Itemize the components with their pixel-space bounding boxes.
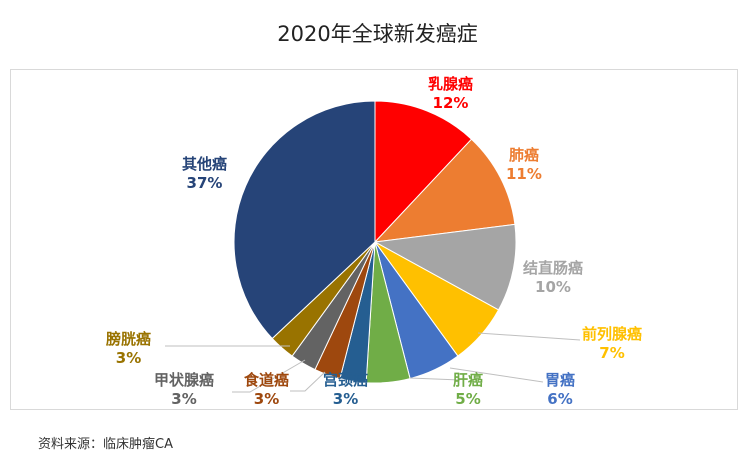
leader-line-liver [409,377,461,381]
pie-slice [373,223,517,311]
label-bladder: 膀胱癌 3% [106,330,151,368]
pie-slice [374,100,473,244]
chart-title: 2020年全球新发癌症 [277,22,478,46]
label-colorectal: 结直肠癌 10% [523,259,583,297]
label-prostate: 前列腺癌 7% [582,325,642,363]
label-pct: 3% [253,390,280,408]
leader-lines [165,332,581,393]
pie-slices [233,100,517,384]
leader-line-esophagus [290,371,326,392]
pie-slice [233,100,376,340]
label-liver: 肝癌 5% [453,371,483,409]
source-note: 资料来源：临床肿瘤CA [38,437,173,452]
label-name: 胃癌 [545,371,576,389]
chart-frame [10,69,738,410]
label-esophagus: 食道癌 3% [244,371,289,409]
label-pct: 11% [506,165,542,183]
label-pct: 3% [171,390,197,408]
label-name: 食道癌 [244,371,290,389]
label-lung: 肺癌 11% [506,146,542,184]
leader-line-stomach [449,367,544,383]
leader-line-prostate [477,332,581,341]
label-pct: 5% [455,390,481,408]
label-name: 宫颈癌 [323,371,369,389]
label-cervical: 宫颈癌 3% [323,371,368,409]
label-name: 结直肠癌 [523,259,584,277]
label-stomach: 胃癌 6% [545,371,575,409]
label-pct: 10% [535,278,571,296]
label-thyroid: 甲状腺癌 3% [154,371,214,409]
label-pct: 7% [599,344,625,362]
label-pct: 37% [186,174,223,192]
label-name: 肺癌 [508,146,539,164]
label-other: 其他癌 37% [182,155,227,193]
label-name: 乳腺癌 [428,75,474,93]
pie-slice [373,138,516,243]
label-name: 前列腺癌 [582,325,643,343]
label-pct: 12% [432,94,469,112]
label-pct: 6% [547,390,573,408]
label-name: 其他癌 [182,155,228,173]
label-pct: 3% [332,390,359,408]
label-name: 肝癌 [453,371,484,389]
label-pct: 3% [115,349,142,367]
label-breast: 乳腺癌 12% [428,75,473,113]
leader-line-thyroid [232,359,306,393]
label-name: 膀胱癌 [106,330,152,348]
label-name: 甲状腺癌 [154,371,215,389]
